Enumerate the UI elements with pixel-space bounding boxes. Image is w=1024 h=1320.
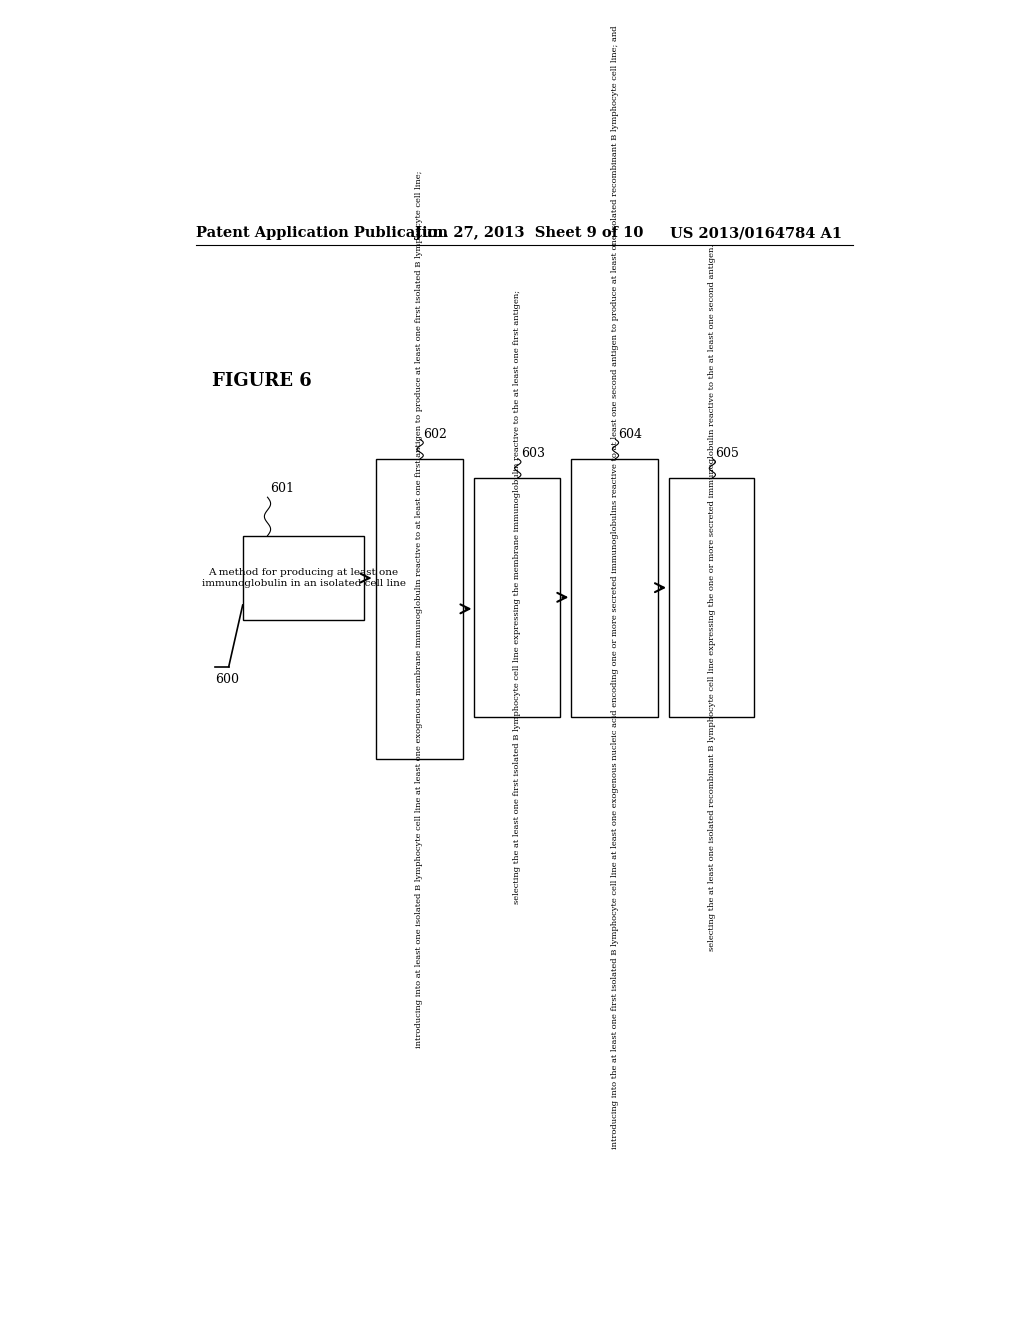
Text: 605: 605 (716, 447, 739, 461)
Text: 602: 602 (423, 428, 447, 441)
Text: 600: 600 (215, 673, 239, 686)
Bar (243, 536, 365, 620)
Text: FIGURE 6: FIGURE 6 (212, 372, 311, 391)
Text: A method for producing at least one
immunoglobulin in an isolated cell line: A method for producing at least one immu… (202, 568, 406, 589)
Text: selecting the at least one isolated recombinant B lymphocyte cell line expressin: selecting the at least one isolated reco… (708, 244, 716, 950)
Text: Patent Application Publication: Patent Application Publication (197, 226, 449, 240)
Text: introducing into the at least one first isolated B lymphocyte cell line at least: introducing into the at least one first … (610, 26, 618, 1150)
Bar (376, 459, 463, 759)
Text: 601: 601 (270, 482, 294, 495)
Text: introducing into at least one isolated B lymphocyte cell line at least one exoge: introducing into at least one isolated B… (416, 170, 423, 1048)
Text: US 2013/0164784 A1: US 2013/0164784 A1 (671, 226, 843, 240)
Bar (571, 459, 658, 717)
Bar (474, 478, 560, 717)
Bar (669, 478, 755, 717)
Text: selecting the at least one first isolated B lymphocyte cell line expressing the : selecting the at least one first isolate… (513, 290, 521, 904)
Text: Jun. 27, 2013  Sheet 9 of 10: Jun. 27, 2013 Sheet 9 of 10 (415, 226, 643, 240)
Text: 603: 603 (521, 447, 545, 461)
Text: 604: 604 (618, 428, 643, 441)
